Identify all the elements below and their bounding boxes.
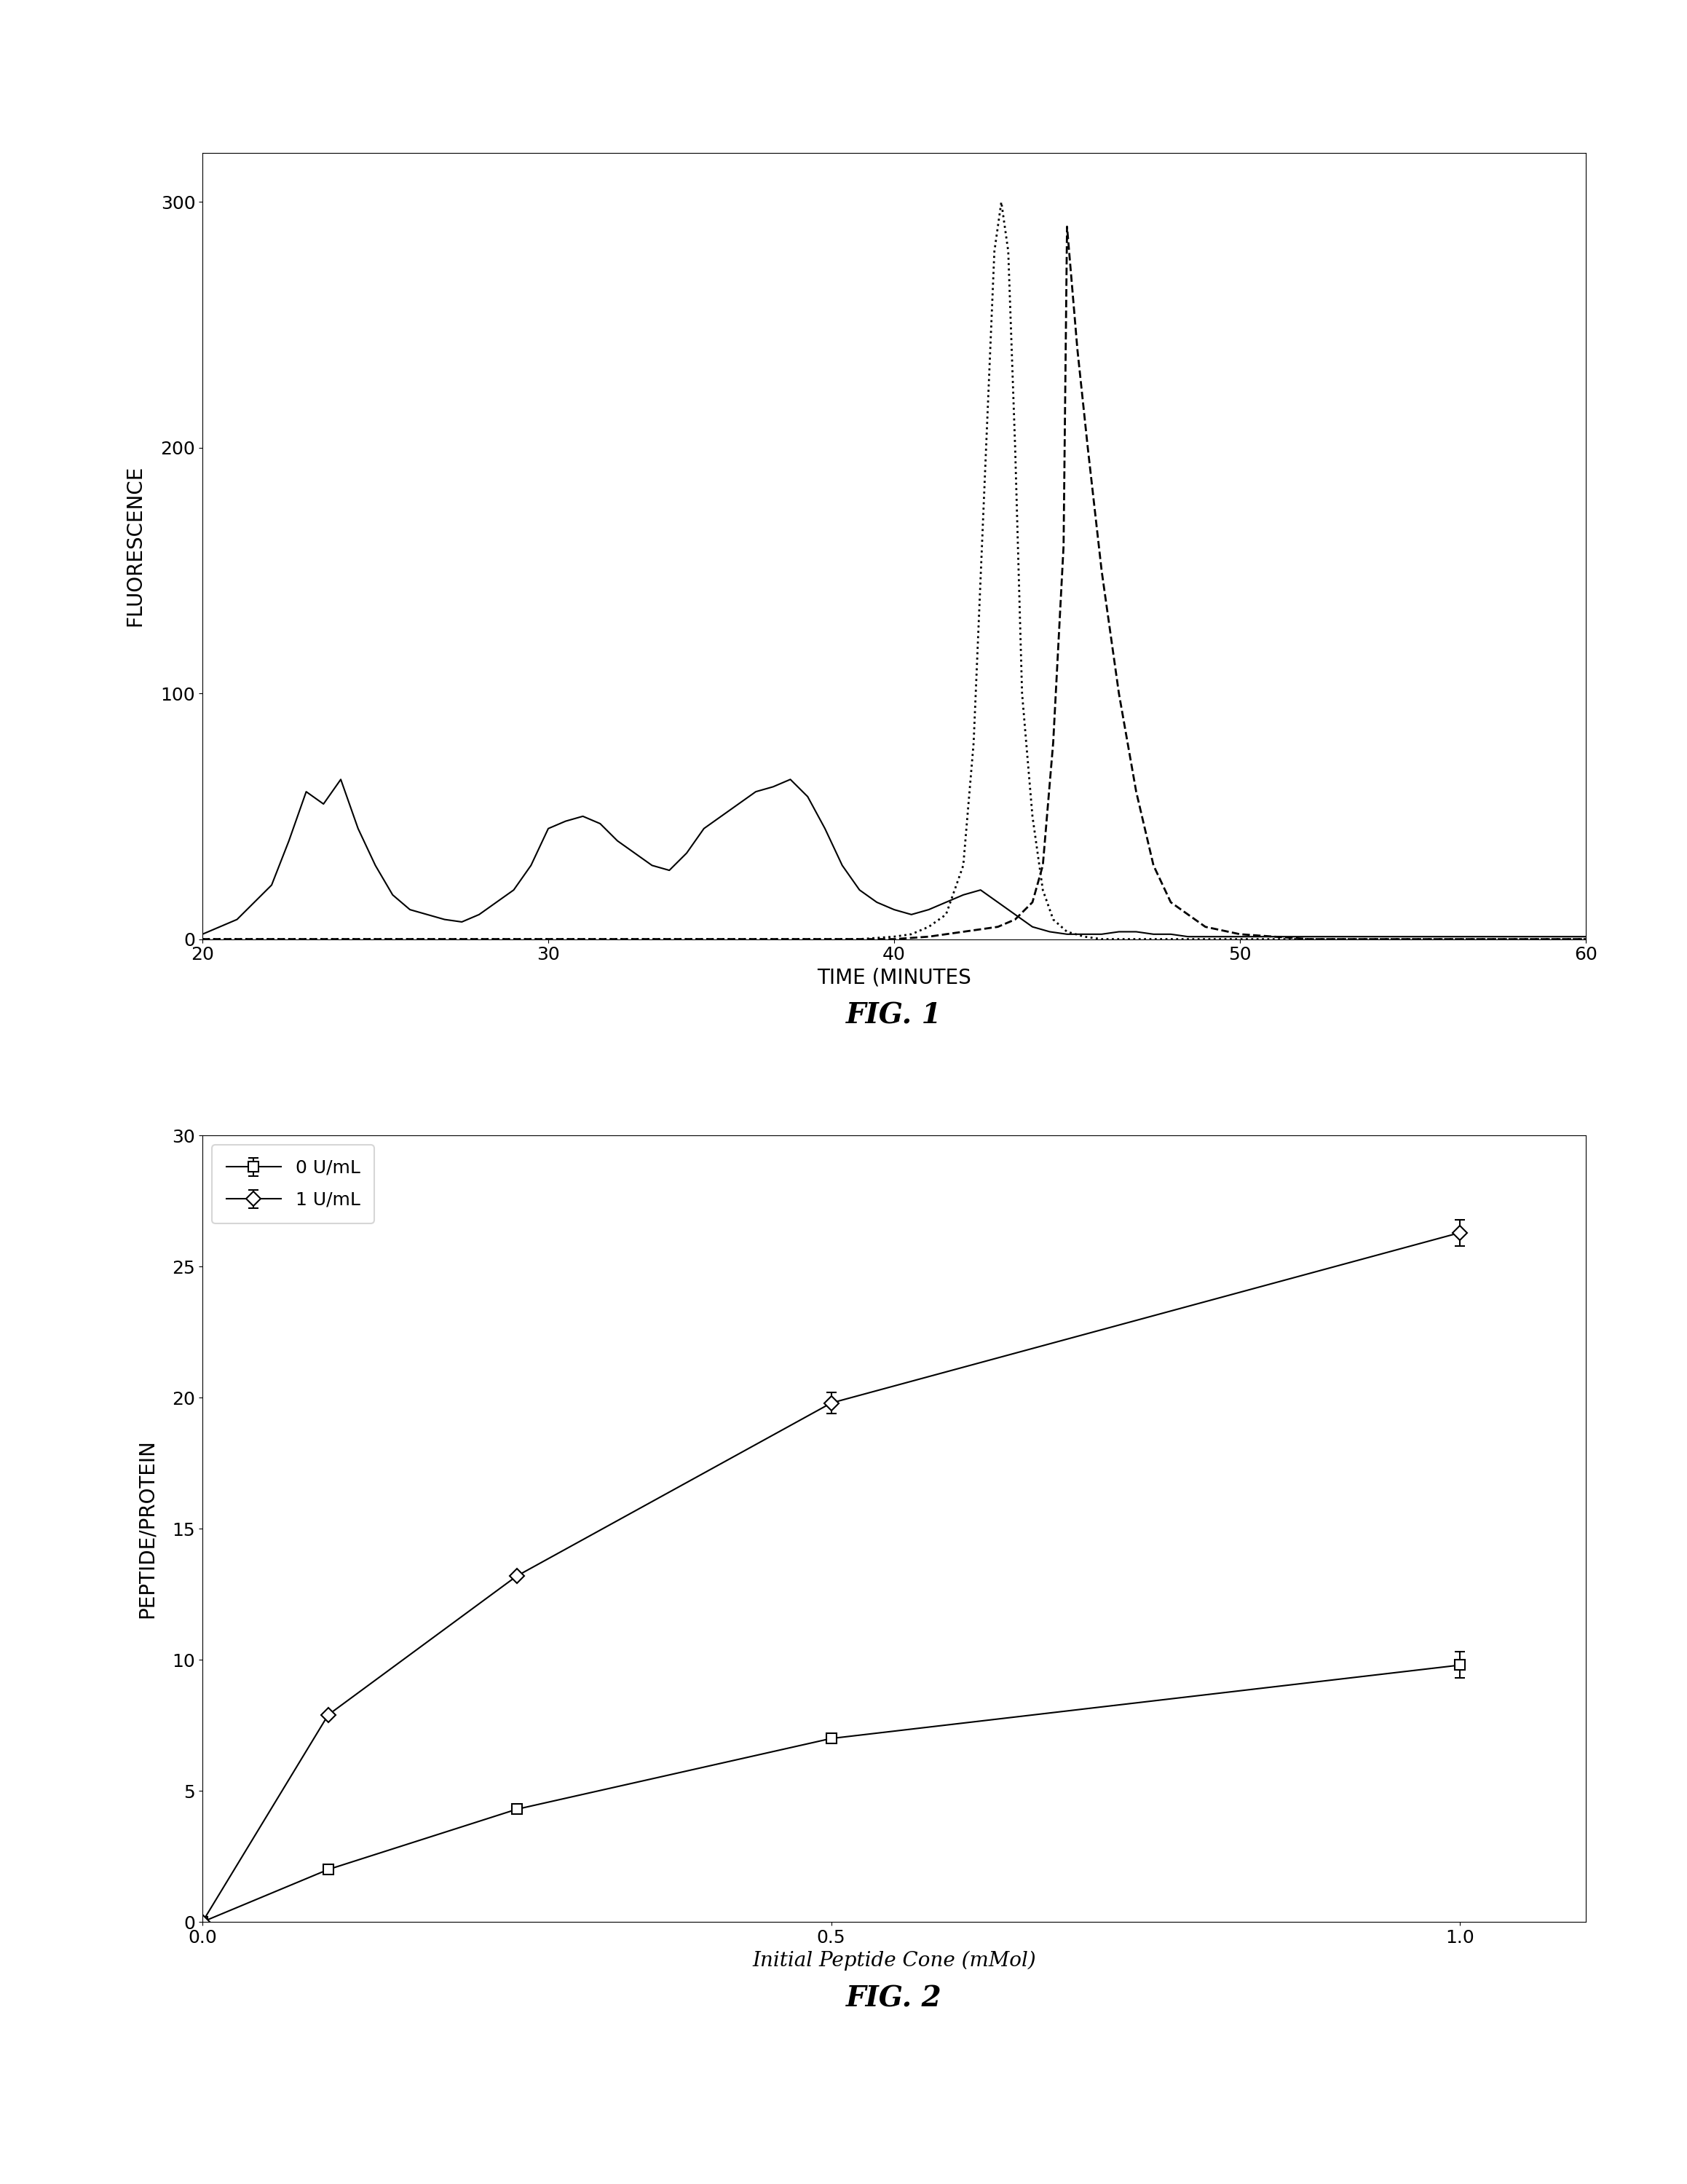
Y-axis label: PEPTIDE/PROTEIN: PEPTIDE/PROTEIN (137, 1439, 157, 1618)
Y-axis label: FLUORESCENCE: FLUORESCENCE (125, 465, 145, 627)
X-axis label: TIME (MINUTES: TIME (MINUTES (817, 968, 972, 987)
Text: FIG. 1: FIG. 1 (847, 1002, 941, 1029)
X-axis label: Initial Peptide Cone (mMol): Initial Peptide Cone (mMol) (752, 1950, 1036, 1970)
Text: FIG. 2: FIG. 2 (847, 1985, 941, 2011)
Legend: 0 U/mL, 1 U/mL: 0 U/mL, 1 U/mL (211, 1144, 375, 1223)
